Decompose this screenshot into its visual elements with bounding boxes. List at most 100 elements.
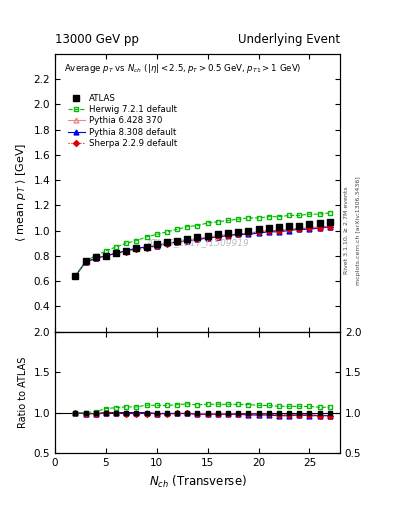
Pythia 6.428 370 [226,231,230,238]
Pythia 6.428 370 [256,229,261,235]
Pythia 6.428 370 [246,230,251,236]
Herwig 7.2.1 default [144,234,149,240]
Y-axis label: Ratio to ATLAS: Ratio to ATLAS [18,357,28,428]
Sherpa 2.2.9 default [317,225,322,231]
Pythia 6.428 370 [236,231,241,238]
Sherpa 2.2.9 default [256,229,261,235]
Pythia 8.308 default [195,237,200,243]
Line: ATLAS: ATLAS [73,219,332,279]
ATLAS [307,221,312,227]
Sherpa 2.2.9 default [226,232,230,239]
Pythia 8.308 default [73,273,78,279]
ATLAS [246,227,251,233]
ATLAS [327,219,332,225]
Herwig 7.2.1 default [297,212,301,219]
Pythia 6.428 370 [154,243,159,249]
Text: Underlying Event: Underlying Event [238,33,340,46]
Pythia 8.308 default [124,248,129,254]
Herwig 7.2.1 default [124,240,129,246]
ATLAS [297,222,301,228]
ATLAS [114,250,118,257]
Pythia 8.308 default [307,226,312,232]
Pythia 6.428 370 [73,273,78,279]
Sherpa 2.2.9 default [144,245,149,251]
Pythia 8.308 default [266,229,271,235]
Herwig 7.2.1 default [246,215,251,221]
Pythia 8.308 default [103,253,108,259]
ATLAS [266,225,271,231]
Pythia 6.428 370 [175,239,180,245]
Sherpa 2.2.9 default [297,226,301,232]
Sherpa 2.2.9 default [73,273,78,279]
Sherpa 2.2.9 default [236,231,241,238]
Sherpa 2.2.9 default [287,226,292,232]
Sherpa 2.2.9 default [266,227,271,233]
Line: Herwig 7.2.1 default: Herwig 7.2.1 default [73,210,332,279]
Herwig 7.2.1 default [277,214,281,220]
Pythia 8.308 default [165,240,169,246]
Herwig 7.2.1 default [103,248,108,254]
Pythia 8.308 default [144,244,149,250]
ATLAS [103,253,108,259]
Herwig 7.2.1 default [205,220,210,226]
Sherpa 2.2.9 default [134,246,139,252]
ATLAS [144,244,149,250]
Sherpa 2.2.9 default [103,253,108,259]
Herwig 7.2.1 default [134,238,139,244]
Pythia 6.428 370 [144,244,149,250]
Line: Sherpa 2.2.9 default: Sherpa 2.2.9 default [73,225,332,278]
Sherpa 2.2.9 default [154,243,159,249]
ATLAS [165,239,169,245]
X-axis label: $N_{ch}$ (Transverse): $N_{ch}$ (Transverse) [149,474,246,489]
ATLAS [256,226,261,232]
Herwig 7.2.1 default [327,210,332,216]
ATLAS [175,238,180,244]
Pythia 6.428 370 [134,245,139,251]
Herwig 7.2.1 default [266,214,271,220]
Pythia 8.308 default [226,232,230,239]
Pythia 8.308 default [175,239,180,245]
ATLAS [73,273,78,279]
Herwig 7.2.1 default [185,224,190,230]
Pythia 8.308 default [256,230,261,236]
Pythia 6.428 370 [94,255,98,262]
Text: Rivet 3.1.10, ≥ 2.7M events: Rivet 3.1.10, ≥ 2.7M events [344,186,349,274]
Pythia 8.308 default [327,224,332,230]
Pythia 6.428 370 [287,226,292,232]
Herwig 7.2.1 default [307,211,312,217]
Herwig 7.2.1 default [175,226,180,232]
Sherpa 2.2.9 default [195,237,200,243]
Pythia 8.308 default [277,229,281,235]
Text: Average $p_T$ vs $N_{ch}$ ($|\eta| < 2.5, p_T > 0.5$ GeV, $p_{T1} > 1$ GeV): Average $p_T$ vs $N_{ch}$ ($|\eta| < 2.5… [64,62,301,75]
Pythia 6.428 370 [83,259,88,265]
Herwig 7.2.1 default [154,231,159,238]
ATLAS [226,230,230,236]
Pythia 8.308 default [215,234,220,240]
ATLAS [154,241,159,247]
Pythia 6.428 370 [195,235,200,241]
ATLAS [134,245,139,251]
ATLAS [195,234,200,240]
Pythia 6.428 370 [114,250,118,257]
Herwig 7.2.1 default [73,273,78,279]
Sherpa 2.2.9 default [215,234,220,240]
Text: 13000 GeV pp: 13000 GeV pp [55,33,139,46]
Pythia 6.428 370 [124,248,129,254]
Pythia 8.308 default [205,235,210,241]
Sherpa 2.2.9 default [205,235,210,241]
Pythia 8.308 default [297,226,301,232]
Text: ATLAS_2017_I1509919: ATLAS_2017_I1509919 [146,238,249,247]
Herwig 7.2.1 default [94,253,98,259]
Pythia 6.428 370 [266,227,271,233]
Herwig 7.2.1 default [226,218,230,224]
Herwig 7.2.1 default [83,258,88,264]
ATLAS [124,248,129,254]
Sherpa 2.2.9 default [185,238,190,244]
Pythia 8.308 default [246,231,251,238]
Sherpa 2.2.9 default [124,249,129,255]
Sherpa 2.2.9 default [94,255,98,262]
Pythia 6.428 370 [307,225,312,231]
Herwig 7.2.1 default [317,211,322,217]
Pythia 6.428 370 [205,234,210,240]
Herwig 7.2.1 default [215,219,220,225]
